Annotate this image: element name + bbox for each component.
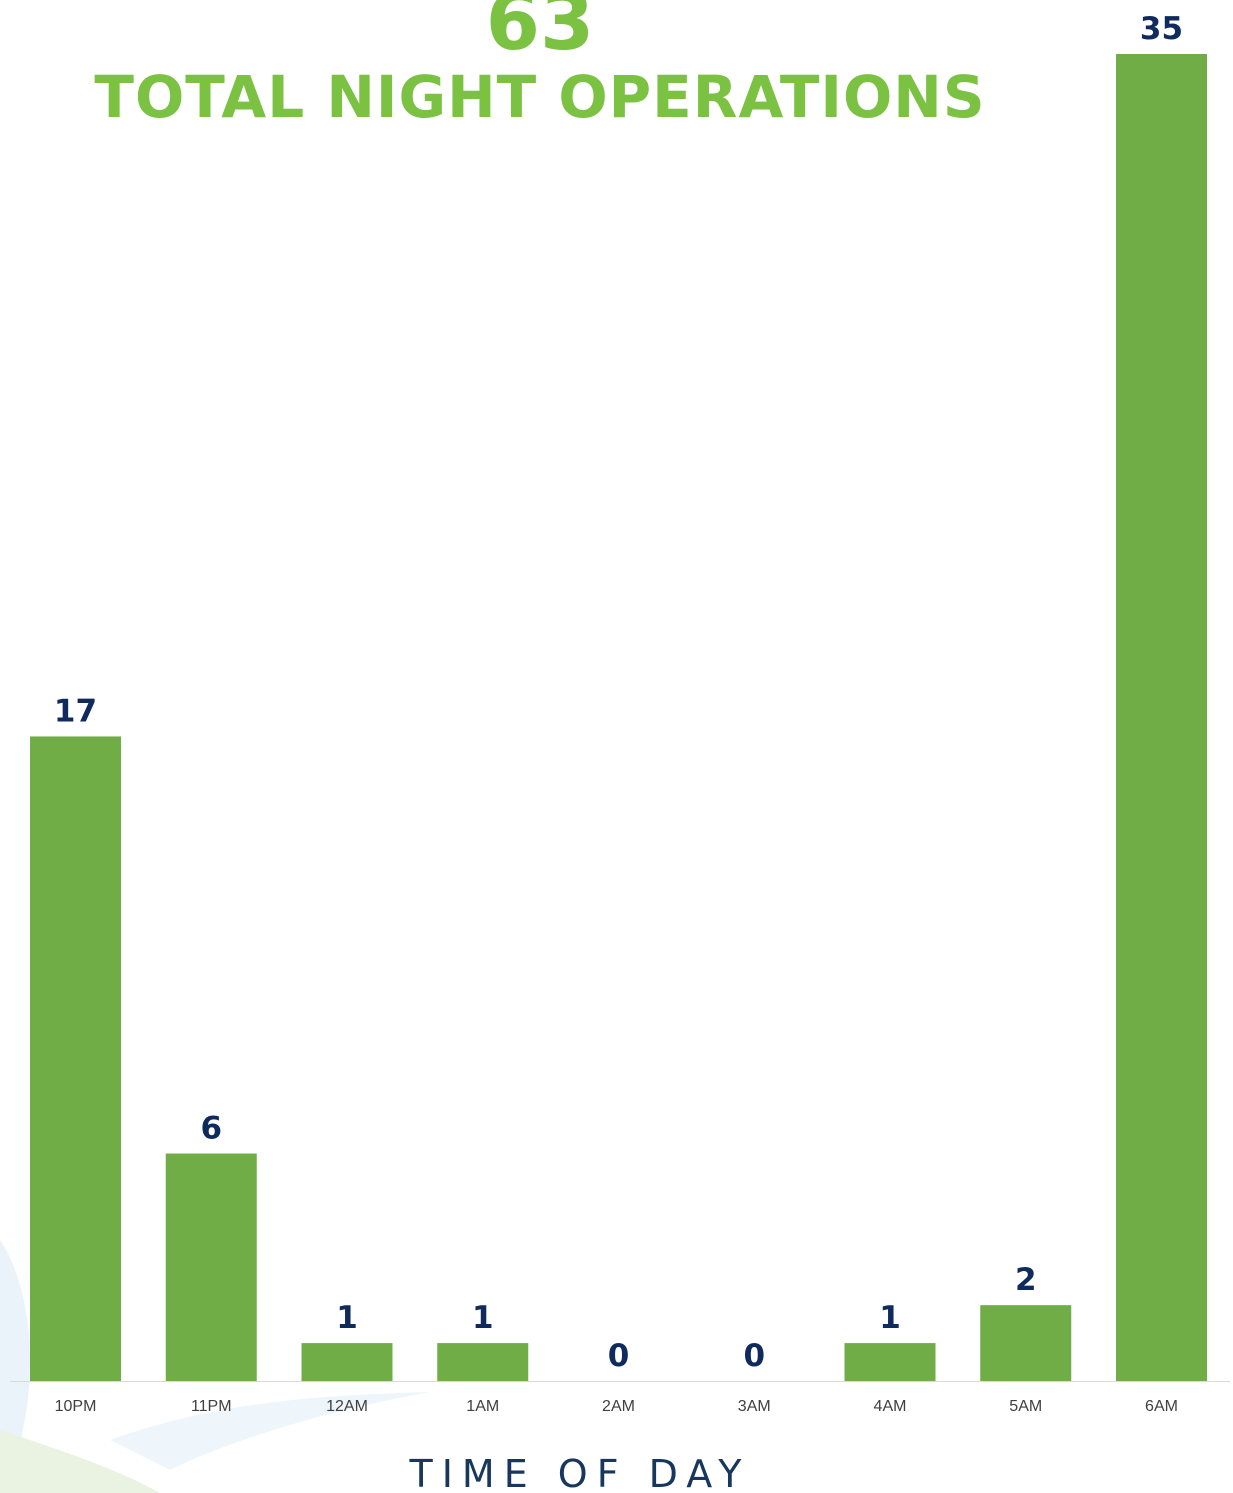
x-tick-label-3am: 3AM xyxy=(738,1398,771,1415)
x-tick-label-2am: 2AM xyxy=(602,1398,635,1415)
value-labels-group: 17 6 1 1 0 0 1 2 35 xyxy=(54,11,1183,1374)
bars-group xyxy=(30,54,1207,1381)
bar-chart: 17 6 1 1 0 0 1 2 35 10PM 11PM 12AM 1AM 2AM 3AM 4AM 5AM 6… xyxy=(10,11,1230,1415)
value-label-3am: 0 xyxy=(743,1338,765,1374)
bar-6am xyxy=(1116,54,1207,1381)
value-label-4am: 1 xyxy=(879,1300,901,1336)
bar-12am xyxy=(301,1343,393,1381)
x-tick-label-6am: 6AM xyxy=(1145,1398,1178,1415)
value-label-12am: 1 xyxy=(336,1300,358,1336)
total-operations-number: 63 xyxy=(485,0,595,68)
x-tick-label-5am: 5AM xyxy=(1009,1398,1042,1415)
value-label-10pm: 17 xyxy=(54,693,97,729)
value-label-11pm: 6 xyxy=(200,1111,222,1147)
x-tick-label-10pm: 10PM xyxy=(55,1398,97,1415)
bar-11pm xyxy=(165,1153,257,1381)
value-label-2am: 0 xyxy=(608,1338,630,1374)
bar-1am xyxy=(437,1343,529,1381)
x-tick-label-1am: 1AM xyxy=(466,1398,499,1415)
x-tick-label-11pm: 11PM xyxy=(191,1398,232,1415)
bar-10pm xyxy=(30,736,121,1381)
x-tick-label-4am: 4AM xyxy=(874,1398,907,1415)
bar-4am xyxy=(844,1343,936,1381)
headline-title: TOTAL NIGHT OPERATIONS xyxy=(94,63,986,131)
value-label-6am: 35 xyxy=(1140,11,1183,47)
bar-5am xyxy=(980,1305,1072,1381)
x-tick-labels-group: 10PM 11PM 12AM 1AM 2AM 3AM 4AM 5AM 6AM xyxy=(55,1398,1178,1415)
x-axis-title: TIME OF DAY xyxy=(409,1452,751,1493)
value-label-1am: 1 xyxy=(472,1300,494,1336)
value-label-5am: 2 xyxy=(1015,1262,1037,1298)
x-tick-label-12am: 12AM xyxy=(326,1398,368,1415)
